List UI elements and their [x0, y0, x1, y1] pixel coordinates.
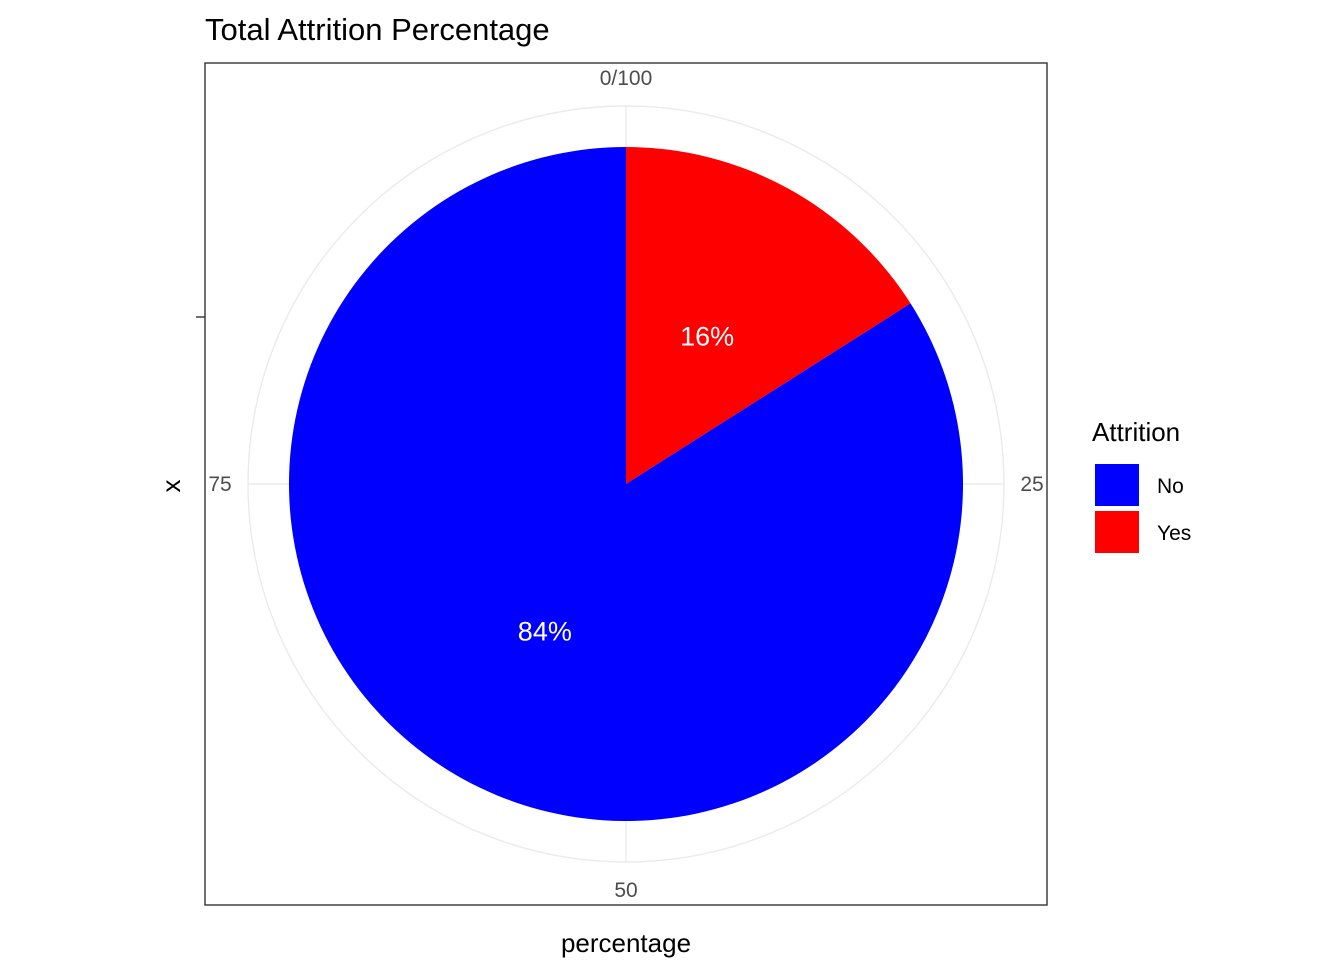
legend-label-no: No [1157, 475, 1184, 498]
legend-label-yes: Yes [1157, 522, 1191, 545]
pie-slices [289, 147, 964, 821]
legend-key-no [1095, 464, 1139, 506]
slice-label-yes: 16% [680, 321, 734, 351]
legend-items: No Yes [1095, 464, 1191, 553]
x-axis-title: percentage [561, 928, 691, 958]
legend-title: Attrition [1092, 417, 1180, 447]
theta-tick-label: 25 [1020, 473, 1043, 496]
theta-tick-label: 75 [208, 473, 231, 496]
theta-tick-labels: 0/100 25 50 75 [208, 67, 1043, 902]
pie-slice-no [289, 147, 964, 821]
theta-tick-label: 50 [614, 879, 637, 902]
legend-key-yes [1095, 511, 1139, 553]
pie-slice-yes [626, 147, 911, 484]
slice-label-no: 84% [518, 617, 572, 647]
slice-labels: 16% 84% [518, 321, 734, 646]
panel-border [204, 62, 1048, 906]
legend: Attrition No Yes [1092, 417, 1191, 553]
y-axis-title: x [156, 480, 186, 493]
theta-tick-label: 0/100 [600, 67, 653, 90]
chart-title: Total Attrition Percentage [205, 12, 550, 47]
